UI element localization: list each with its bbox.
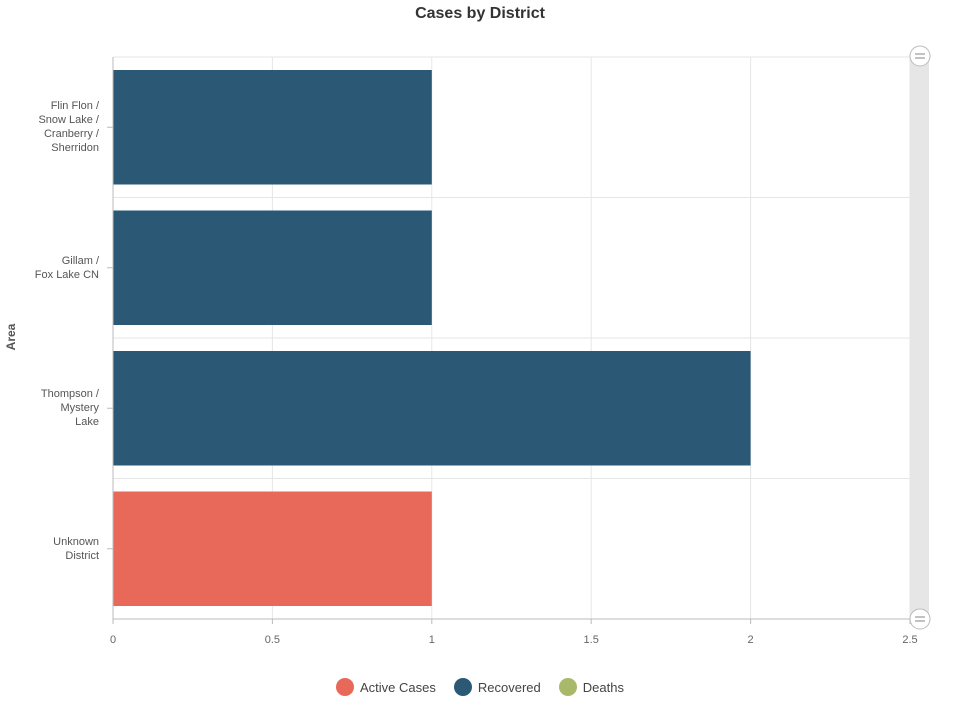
legend-swatch-recovered <box>453 678 472 696</box>
x-tick-label: 2 <box>748 634 754 646</box>
y-tick-label-line: Thompson / <box>40 388 99 401</box>
x-tick-label: 2.5 <box>902 634 917 646</box>
legend-item-active-cases[interactable]: Active Cases <box>336 678 436 696</box>
legend-swatch-active-cases <box>336 678 355 696</box>
x-tick-label: 1 <box>429 634 435 646</box>
y-tick-label-line: Snow Lake / <box>38 114 99 127</box>
legend-swatch-deaths <box>558 678 577 696</box>
scrollbar-handle-bottom[interactable] <box>909 608 931 630</box>
axes <box>107 57 911 624</box>
bar-recovered[interactable] <box>113 70 432 185</box>
x-tick-label: 1.5 <box>584 634 599 646</box>
y-tick-label: Unknown District <box>0 535 99 563</box>
legend: Active Cases Recovered Deaths <box>0 678 960 696</box>
legend-item-deaths[interactable]: Deaths <box>558 678 624 696</box>
y-tick-label: Flin Flon / Snow Lake / Cranberry / Sherrid… <box>0 99 99 155</box>
scrollbar[interactable] <box>909 45 931 630</box>
y-tick-label-line: Cranberry / <box>43 128 99 141</box>
legend-label-recovered: Recovered <box>477 679 541 695</box>
scrollbar-handle-top[interactable] <box>909 45 931 67</box>
y-tick-label-line: Sherridon <box>51 142 99 155</box>
y-tick-label: Gillam / Fox Lake CN <box>0 254 99 282</box>
y-tick-label-line: Lake <box>75 416 99 429</box>
x-tick-label: 0 <box>110 634 116 646</box>
y-tick-label-line: Gillam / <box>61 254 99 267</box>
chart-title: Cases by District <box>415 5 545 22</box>
scrollbar-track[interactable] <box>910 56 929 619</box>
y-tick-label: Thompson / Mystery Lake <box>0 387 99 429</box>
bar-recovered[interactable] <box>113 210 432 326</box>
legend-label-active-cases: Active Cases <box>360 679 436 695</box>
y-tick-label-line: District <box>65 549 99 562</box>
y-tick-label-line: Unknown <box>53 535 99 548</box>
legend-label-deaths: Deaths <box>582 679 624 695</box>
y-tick-label-line: Fox Lake CN <box>34 268 99 281</box>
y-tick-label-line: Mystery <box>60 402 100 415</box>
bar-recovered[interactable] <box>113 351 751 466</box>
bar-active-cases[interactable] <box>113 491 432 607</box>
y-tick-label-line: Flin Flon / <box>50 100 99 113</box>
x-tick-label: 0.5 <box>265 634 280 646</box>
bars <box>113 70 751 606</box>
x-tick-labels: 0 0.5 1 1.5 2 2.5 <box>110 634 918 646</box>
legend-item-recovered[interactable]: Recovered <box>453 678 541 696</box>
